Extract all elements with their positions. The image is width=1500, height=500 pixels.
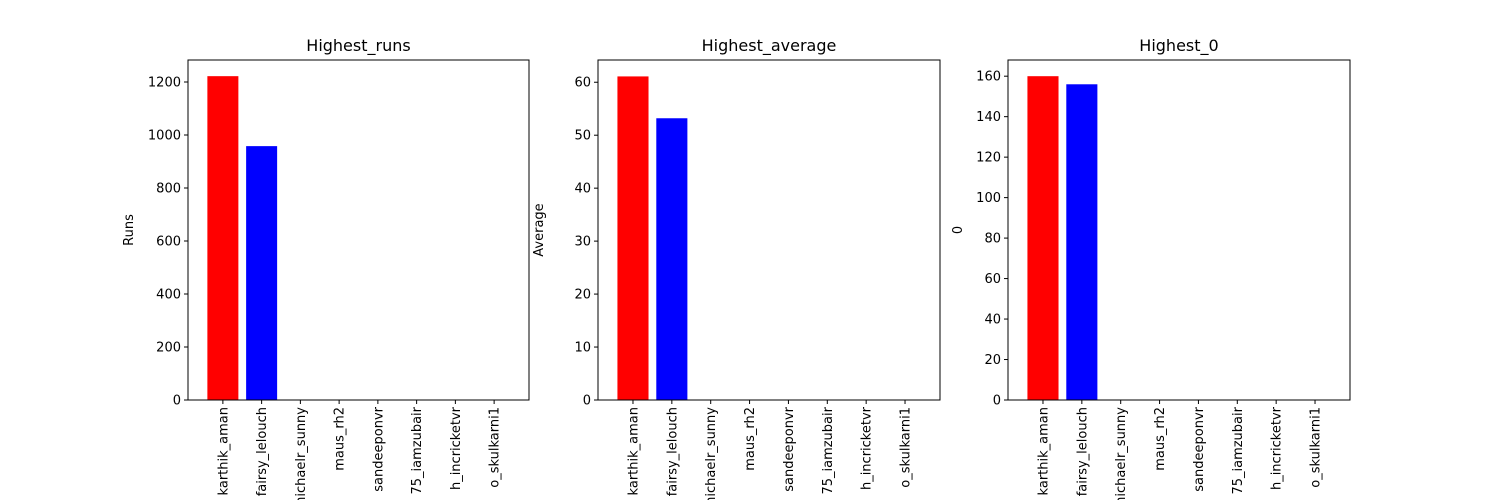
x-tick-label: maus_rh2 (1153, 407, 1168, 471)
x-tick-label: michaelr_sunny (1114, 407, 1129, 500)
y-tick-label: 10 (574, 341, 591, 356)
x-tick-label: 75_iamzubair (1231, 406, 1246, 494)
y-tick-label: 1000 (148, 128, 181, 143)
y-tick-label: 0 (173, 394, 181, 409)
x-tick-label: michaelr_sunny (704, 407, 719, 500)
bar-karthik_aman (1027, 76, 1059, 400)
x-tick-label: sandeeponvr (782, 406, 797, 491)
x-tick-label: 75_iamzubair (410, 406, 425, 494)
y-tick-label: 30 (574, 235, 591, 250)
bar-karthik_aman (207, 76, 239, 401)
chart-title: Highest_runs (306, 36, 410, 56)
bar-karthik_aman (617, 76, 649, 400)
y-tick-label: 60 (574, 76, 591, 91)
x-tick-label: h_incricketvr (449, 406, 464, 490)
x-tick-label: 75_iamzubair (821, 406, 836, 494)
plot-frame (1007, 59, 1351, 401)
bar-fairsy_lelouch (1066, 84, 1098, 401)
y-tick-label: 50 (574, 129, 591, 144)
x-tick-label: fairsy_lelouch (665, 407, 680, 496)
y-axis-label: 0 (951, 226, 966, 234)
y-tick-label: 40 (574, 182, 591, 197)
x-tick-label: karthik_aman (1036, 407, 1051, 495)
x-tick-label: maus_rh2 (333, 407, 348, 471)
x-tick-label: karthik_aman (626, 407, 641, 495)
chart-panel-3: 0 20 40 60 80 100 120 140 160 karthik_aman fairsy_… (951, 36, 1351, 500)
chart-title: Highest_0 (1139, 36, 1218, 56)
y-tick-label: 1200 (148, 75, 181, 90)
y-tick-label: 0 (993, 394, 1001, 409)
y-tick-label: 800 (156, 181, 181, 196)
x-tick-label: h_incricketvr (860, 406, 875, 490)
y-tick-label: 60 (984, 272, 1001, 287)
bar-fairsy_lelouch (656, 118, 688, 400)
x-tick-label: sandeeponvr (371, 406, 386, 491)
y-tick-label: 100 (976, 191, 1001, 206)
x-tick-label: o_skulkarni1 (899, 407, 914, 488)
y-tick-label: 140 (976, 110, 1001, 125)
bar-fairsy_lelouch (246, 146, 278, 400)
y-tick-label: 600 (156, 234, 181, 249)
y-axis-label: Average (532, 203, 547, 256)
x-tick-label: karthik_aman (216, 407, 231, 495)
y-tick-label: 80 (984, 232, 1001, 247)
x-tick-label: michaelr_sunny (294, 407, 309, 500)
y-tick-label: 160 (976, 70, 1001, 85)
y-tick-label: 40 (984, 313, 1001, 328)
plot-frame (597, 59, 941, 401)
plot-frame (187, 59, 530, 401)
y-tick-label: 120 (976, 151, 1001, 166)
y-tick-label: 20 (574, 288, 591, 303)
y-tick-label: 400 (156, 287, 181, 302)
x-tick-label: h_incricketvr (1270, 406, 1285, 490)
y-axis-label: Runs (122, 214, 137, 246)
y-tick-label: 200 (156, 340, 181, 355)
x-tick-label: o_skulkarni1 (1309, 407, 1324, 488)
x-tick-label: o_skulkarni1 (488, 407, 503, 488)
y-tick-label: 0 (583, 394, 591, 409)
x-tick-label: fairsy_lelouch (255, 407, 270, 496)
y-tick-label: 20 (984, 353, 1001, 368)
x-tick-label: sandeeponvr (1192, 406, 1207, 491)
chart-panel-2: 0 10 20 30 40 50 60 karthik_aman fairsy_lelouch m… (532, 36, 941, 500)
x-tick-label: fairsy_lelouch (1075, 407, 1090, 496)
x-tick-label: maus_rh2 (743, 407, 758, 471)
chart-title: Highest_average (702, 36, 837, 56)
chart-panel-1: 0 200 400 600 800 1000 1200 karthik_aman fairsy_… (122, 36, 530, 500)
